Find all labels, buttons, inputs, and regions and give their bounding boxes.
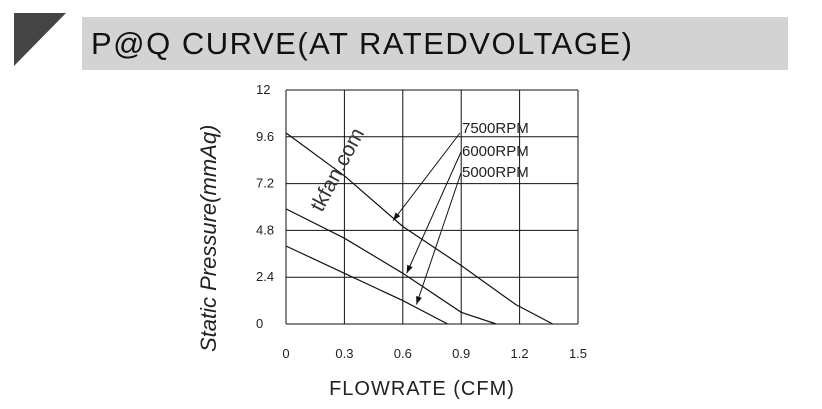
y-tick-label: 0 [256, 316, 263, 331]
x-tick-label: 0.6 [394, 346, 412, 361]
title-background [82, 17, 788, 70]
x-tick-label: 0.9 [452, 346, 470, 361]
x-tick-label: 1.5 [569, 346, 587, 361]
watermark-text: tkfan.com [306, 124, 369, 215]
y-tick-label: 12 [256, 82, 270, 97]
x-tick-label: 0 [282, 346, 289, 361]
arrowhead-icon [393, 212, 401, 221]
y-tick-label: 4.8 [256, 222, 274, 237]
x-tick-label: 0.3 [335, 346, 353, 361]
arrowhead-icon [416, 295, 422, 305]
corner-triangle-icon [14, 13, 66, 66]
chart-title: P@Q CURVE(AT RATEDVOLTAGE) [91, 26, 633, 61]
title-banner: P@Q CURVE(AT RATEDVOLTAGE) [14, 13, 788, 70]
x-tick-label: 1.2 [511, 346, 529, 361]
series-label-7500rpm: 7500RPM [462, 120, 529, 137]
arrow-line [415, 172, 462, 305]
x-axis-label: FLOWRATE (CFM) [329, 378, 515, 400]
chart-grid [285, 89, 579, 325]
chart-series [285, 132, 553, 325]
y-tick-label: 7.2 [256, 176, 274, 191]
axis-ticks: 0 0.3 0.6 0.9 1.2 1.5 12 9.6 7.2 4.8 2.4 0 [256, 82, 587, 361]
y-axis-label: Static Pressure(mmAq) [196, 125, 221, 352]
arrow-line [392, 132, 461, 221]
series-line-7500rpm [285, 132, 553, 325]
series-label-6000rpm: 6000RPM [462, 143, 529, 160]
series-labels: 7500RPM 6000RPM 5000RPM [392, 120, 529, 305]
arrow-line [406, 151, 462, 274]
y-tick-label: 2.4 [256, 269, 274, 284]
series-line-5000rpm [285, 245, 448, 325]
y-tick-label: 9.6 [256, 129, 274, 144]
series-line-6000rpm [285, 208, 497, 325]
arrowhead-icon [406, 264, 413, 274]
series-label-5000rpm: 5000RPM [462, 164, 529, 181]
